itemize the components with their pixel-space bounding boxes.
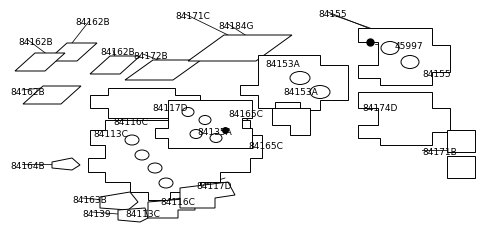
Ellipse shape [381,42,399,54]
Text: 84172B: 84172B [133,52,168,61]
Text: 84139: 84139 [82,210,110,219]
Text: 84162B: 84162B [75,18,109,27]
Polygon shape [240,55,348,110]
Polygon shape [358,28,450,85]
Text: 84113C: 84113C [125,210,160,219]
Ellipse shape [190,130,202,138]
Polygon shape [180,182,235,208]
Text: 84162B: 84162B [10,88,45,97]
Text: 84117D: 84117D [152,104,188,113]
Text: 84155: 84155 [318,10,347,19]
Text: 84165C: 84165C [228,110,263,119]
Polygon shape [88,120,262,200]
Text: 84174D: 84174D [362,104,397,113]
Text: 84117D: 84117D [196,182,231,191]
Polygon shape [52,158,80,170]
Ellipse shape [159,178,173,188]
Text: 84164B: 84164B [10,162,45,171]
Ellipse shape [199,115,211,125]
Text: 84162B: 84162B [18,38,53,47]
Polygon shape [90,88,200,118]
Text: 84171B: 84171B [422,148,457,157]
Text: 84171C: 84171C [175,12,210,21]
Text: 84153A: 84153A [283,88,318,97]
Text: 84153A: 84153A [265,60,300,69]
Ellipse shape [290,72,310,84]
Text: 84155: 84155 [422,70,451,79]
Ellipse shape [135,150,149,160]
Ellipse shape [210,133,222,143]
Polygon shape [148,198,195,218]
Polygon shape [447,130,475,152]
Text: 84116C: 84116C [113,118,148,127]
Polygon shape [90,56,140,74]
Ellipse shape [401,55,419,68]
Text: 84163B: 84163B [72,196,107,205]
Ellipse shape [125,135,139,145]
Polygon shape [188,35,292,61]
Ellipse shape [310,85,330,98]
Text: 84135A: 84135A [197,128,232,137]
Text: 84113C: 84113C [93,130,128,139]
Polygon shape [447,156,475,178]
Ellipse shape [182,108,194,116]
Text: 45997: 45997 [395,42,424,51]
Polygon shape [272,108,310,135]
Polygon shape [23,86,81,104]
Polygon shape [15,53,65,71]
Text: 84162B: 84162B [100,48,134,57]
Text: 84116C: 84116C [160,198,195,207]
Text: 84184G: 84184G [218,22,253,31]
Polygon shape [155,100,252,148]
Polygon shape [118,208,148,222]
Polygon shape [47,43,97,61]
Ellipse shape [148,163,162,173]
Polygon shape [358,92,450,145]
Polygon shape [100,192,138,210]
Polygon shape [125,60,201,80]
Text: 84165C: 84165C [248,142,283,151]
